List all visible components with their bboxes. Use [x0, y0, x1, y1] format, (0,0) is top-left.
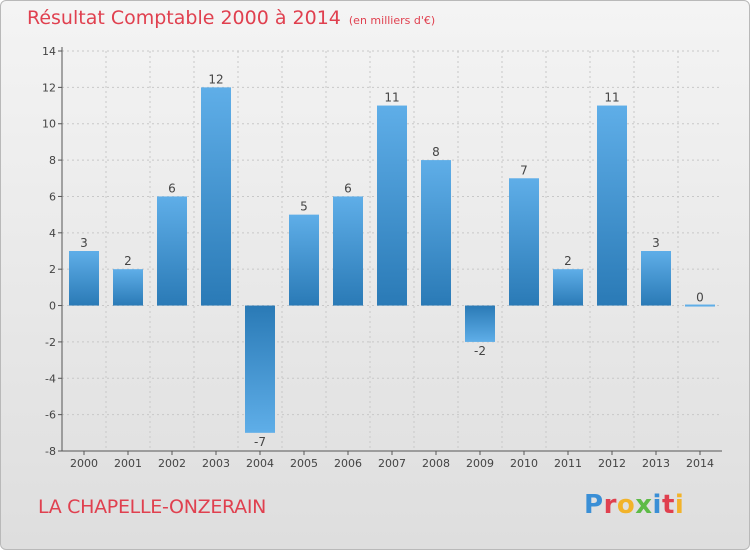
- value-label-2001: 2: [124, 254, 132, 268]
- value-label-2014: 0: [696, 291, 704, 305]
- logo-letter: P: [584, 490, 604, 520]
- x-tick-label-2014: 2014: [686, 457, 714, 470]
- y-tick-label: 10: [42, 118, 56, 131]
- x-tick-label-2004: 2004: [246, 457, 274, 470]
- bar-2012: [597, 105, 627, 306]
- logo-letter: x: [635, 490, 653, 520]
- y-tick-label: 12: [42, 81, 56, 94]
- value-label-2004: -7: [254, 435, 266, 449]
- value-label-2009: -2: [474, 344, 486, 358]
- x-tick-label-2012: 2012: [598, 457, 626, 470]
- bar-2000: [69, 251, 99, 306]
- bar-2008: [421, 160, 451, 306]
- x-tick-label-2009: 2009: [466, 457, 494, 470]
- y-tick-label: 14: [42, 45, 56, 58]
- y-tick-label: -8: [45, 445, 56, 458]
- bar-2010: [509, 178, 539, 306]
- value-label-2013: 3: [652, 236, 660, 250]
- value-label-2007: 11: [384, 91, 399, 105]
- x-tick-label-2006: 2006: [334, 457, 362, 470]
- y-tick-label: -2: [45, 336, 56, 349]
- logo-letter: r: [603, 490, 617, 520]
- bar-2006: [333, 196, 363, 306]
- chart-title: Résultat Comptable 2000 à 2014 (en millie…: [27, 7, 435, 29]
- logo-letter: t: [661, 490, 675, 520]
- proxiti-logo: Proxiti: [584, 490, 684, 520]
- y-tick-label: 8: [49, 154, 56, 167]
- value-label-2012: 11: [604, 91, 619, 105]
- value-label-2006: 6: [344, 181, 352, 195]
- bar-2002: [157, 196, 187, 306]
- bar-2003: [201, 87, 231, 306]
- bar-2007: [377, 105, 407, 306]
- logo-letter: i: [652, 490, 662, 520]
- bar-2011: [553, 269, 583, 306]
- commune-name: LA CHAPELLE-ONZERAIN: [38, 496, 267, 518]
- x-tick-label-2007: 2007: [378, 457, 406, 470]
- value-label-2002: 6: [168, 181, 176, 195]
- value-label-2010: 7: [520, 163, 528, 177]
- x-tick-label-2000: 2000: [70, 457, 98, 470]
- bar-2013: [641, 251, 671, 306]
- bar-2001: [113, 269, 143, 306]
- x-tick-label-2005: 2005: [290, 457, 318, 470]
- value-label-2008: 8: [432, 145, 440, 159]
- bar-2004: [245, 305, 275, 433]
- title-unit: (en milliers d'€): [348, 14, 436, 27]
- x-tick-label-2013: 2013: [642, 457, 670, 470]
- logo-letter: o: [616, 490, 636, 520]
- value-label-2005: 5: [300, 200, 308, 214]
- y-tick-label: 2: [49, 263, 56, 276]
- x-tick-label-2011: 2011: [554, 457, 582, 470]
- title-main: Résultat Comptable 2000 à 2014: [27, 7, 341, 29]
- bar-2014: [685, 304, 715, 307]
- y-tick-label: 0: [49, 300, 56, 313]
- value-label-2000: 3: [80, 236, 88, 250]
- x-tick-label-2003: 2003: [202, 457, 230, 470]
- value-label-2003: 12: [208, 72, 223, 86]
- x-tick-label-2008: 2008: [422, 457, 450, 470]
- y-tick-label: 4: [49, 227, 56, 240]
- x-tick-label-2001: 2001: [114, 457, 142, 470]
- x-tick-label-2002: 2002: [158, 457, 186, 470]
- logo-letter: i: [674, 490, 685, 520]
- y-tick-label: 6: [49, 190, 56, 203]
- value-label-2011: 2: [564, 254, 572, 268]
- y-tick-label: -6: [45, 409, 56, 422]
- bar-2005: [289, 214, 319, 306]
- y-tick-label: -4: [45, 372, 56, 385]
- bar-2009: [465, 305, 495, 342]
- x-tick-label-2010: 2010: [510, 457, 538, 470]
